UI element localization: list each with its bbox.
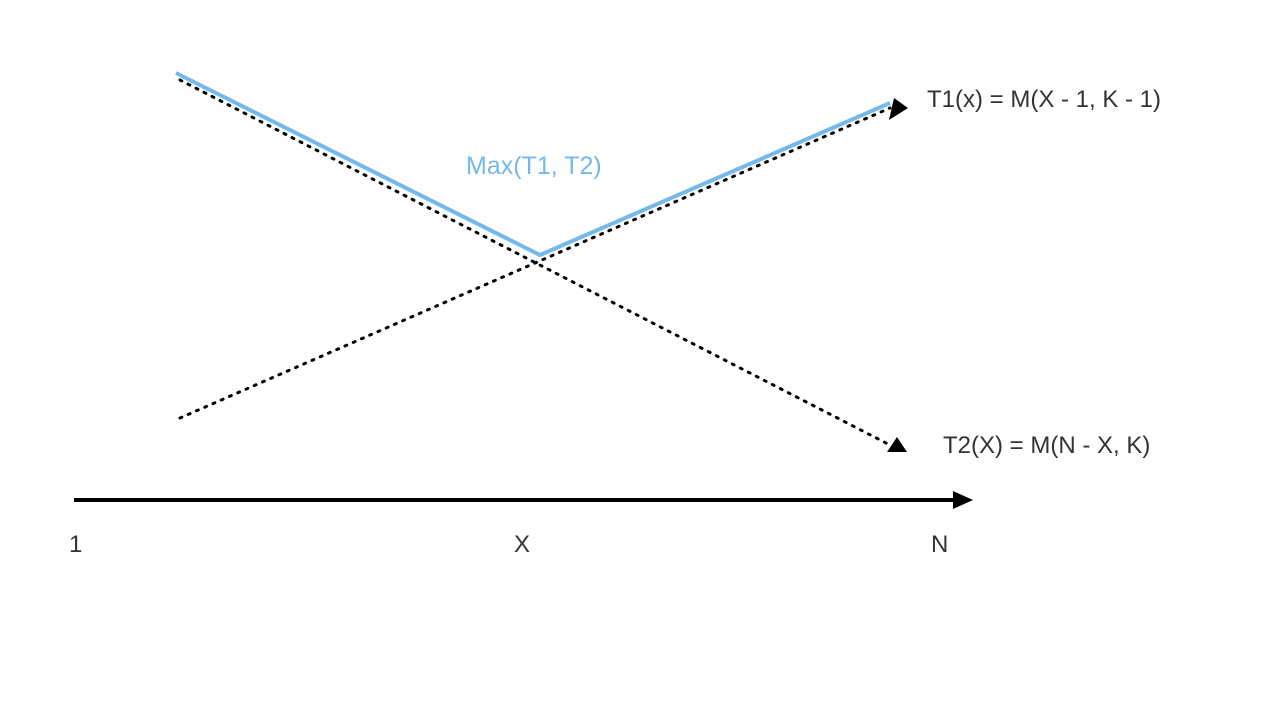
t2-arrowhead [887, 437, 907, 452]
t2-label: T2(X) = M(N - X, K) [943, 432, 1151, 459]
max-line [175, 71, 891, 258]
x-axis-arrowhead [953, 491, 973, 509]
t1-label: T1(x) = M(X - 1, K - 1) [927, 86, 1162, 113]
max-label: Max(T1, T2) [466, 152, 602, 180]
t1-arrowhead [889, 98, 908, 120]
axis-end-label: N [931, 531, 949, 558]
axis-start-label: 1 [69, 531, 83, 558]
t2-dotted-line [178, 78, 890, 446]
axis-mid-label: X [514, 531, 531, 558]
